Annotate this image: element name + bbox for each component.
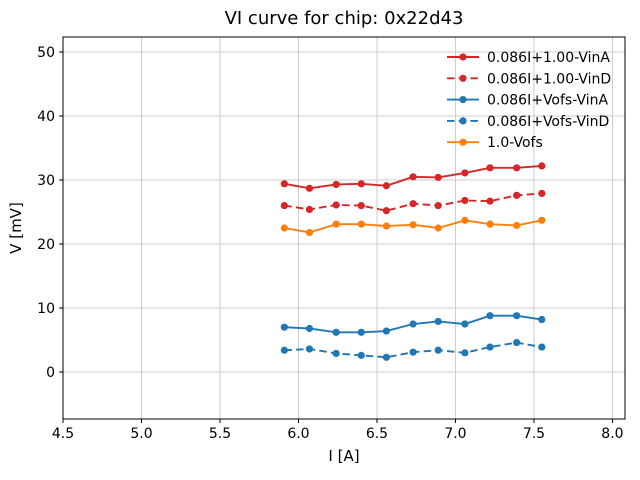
series-1.0-Vofs [280,216,546,237]
series-0.086I+1.00-VinD [280,189,546,215]
x-tick-label: 7.5 [523,426,545,442]
data-point-marker [357,351,365,359]
x-tick-label: 8.0 [601,426,623,442]
data-point-marker [513,221,521,230]
x-tick-label: 5.0 [130,426,152,442]
x-tick-label: 6.0 [287,426,309,442]
x-axis-label: I [A] [328,447,360,465]
data-point-marker [513,191,521,199]
data-point-marker [409,221,417,229]
data-point-marker [461,169,469,177]
y-tick-label: 20 [37,237,55,253]
legend-sample-marker [459,96,467,104]
x-tick-label: 4.5 [52,426,74,442]
data-point-marker [382,222,390,230]
data-point-marker [357,180,365,188]
data-point-marker [461,216,469,224]
data-point-marker [434,201,442,210]
data-point-marker [486,343,494,351]
chart-title: VI curve for chip: 0x22d43 [224,8,464,29]
legend-entry-label: 0.086I+Vofs-VinD [487,114,609,130]
data-point-marker [409,348,417,356]
data-point-marker [513,312,521,320]
data-point-marker [409,173,417,181]
legend-entry-label: 0.086I+Vofs-VinA [487,93,608,109]
legend-sample-marker [459,74,467,82]
legend-sample-marker [459,138,467,146]
data-point-marker [382,353,390,361]
legend-entry-label: 1.0-Vofs [487,135,543,151]
data-point-marker [513,338,521,347]
legend-sample-marker [459,117,467,125]
legend-entry: 0.086I+1.00-VinA [447,50,610,66]
y-tick-label: 0 [46,365,55,381]
data-point-marker [305,345,314,353]
data-point-marker [382,207,390,215]
y-tick-label: 40 [37,109,55,125]
data-point-marker [538,343,546,351]
series-0.086I+1.00-VinA [280,162,546,192]
grid [62,37,625,419]
y-tick-label: 50 [37,45,55,61]
y-tick-label: 10 [37,301,55,317]
data-point-marker [486,312,494,320]
data-point-marker [513,164,521,172]
data-point-marker [382,327,390,335]
data-point-marker [538,189,546,198]
data-point-marker [382,182,390,190]
series-0.086I+Vofs-VinD [280,338,546,361]
data-point-marker [486,164,494,172]
legend-entry-label: 0.086I+1.00-VinD [487,71,611,87]
data-point-marker [280,180,288,188]
x-tick-label: 5.5 [209,426,231,442]
y-axis: 0 10 20 30 40 50 [37,45,63,381]
legend-entry: 0.086I+1.00-VinD [447,71,611,87]
data-point-marker [280,201,288,210]
data-point-marker [538,216,546,224]
data-point-marker [305,184,314,192]
data-point-marker [461,196,469,205]
x-tick-label: 6.5 [366,426,388,442]
data-point-marker [332,220,340,228]
data-point-marker [305,228,314,237]
data-point-marker [305,205,314,214]
legend-entry-label: 0.086I+1.00-VinA [487,50,610,66]
data-point-marker [538,162,546,170]
legend-entry: 1.0-Vofs [447,135,543,151]
data-point-marker [434,173,442,182]
data-point-marker [538,315,546,324]
data-point-marker [305,324,314,333]
data-point-marker [486,197,494,205]
legend-sample-marker [459,53,467,61]
data-point-marker [332,201,340,209]
data-point-marker [434,346,442,354]
data-point-marker [280,323,288,331]
data-point-marker [461,320,469,328]
y-tick-label: 30 [37,173,55,189]
data-point-marker [332,328,340,336]
data-point-marker [332,180,340,189]
data-point-marker [434,317,442,326]
data-point-marker [280,346,288,354]
data-point-marker [332,349,340,358]
x-axis: 4.5 5.0 5.5 6.0 6.5 7.0 7.5 8.0 [52,419,624,442]
data-point-marker [461,349,469,357]
data-point-marker [357,220,365,228]
legend: 0.086I+1.00-VinA 0.086I+1.00-VinD 0.086I+V… [447,50,611,151]
data-point-marker [434,224,442,232]
legend-entry: 0.086I+Vofs-VinA [447,93,608,109]
legend-entry: 0.086I+Vofs-VinD [447,114,609,130]
data-point-marker [486,220,494,228]
plot-border [62,36,626,420]
data-point-marker [409,200,417,208]
x-tick-label: 7.0 [444,426,466,442]
data-point-marker [280,224,288,232]
data-point-marker [357,201,365,210]
data-point-marker [409,320,417,328]
data-point-marker [357,328,365,336]
series-0.086I+Vofs-VinA [280,312,546,336]
